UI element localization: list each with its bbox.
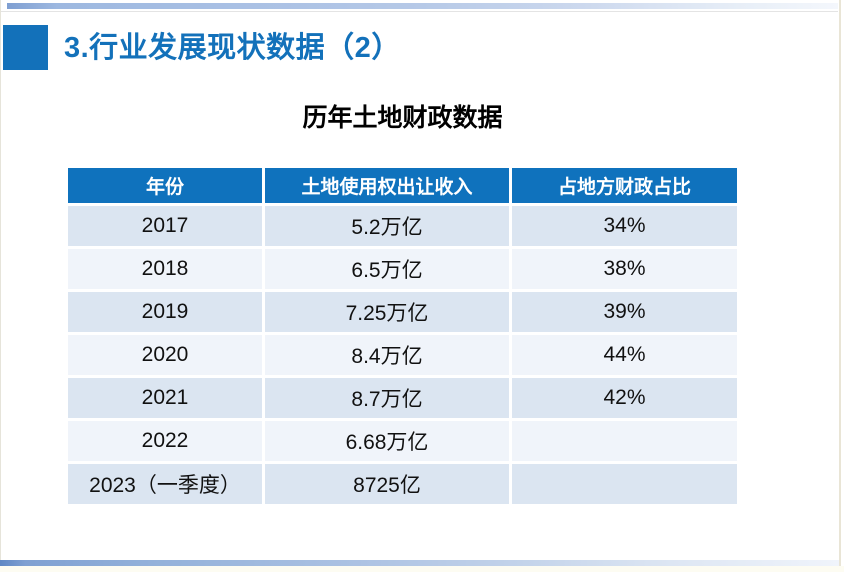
cell-year: 2018 (68, 249, 262, 289)
slide-left-edge (0, 0, 1, 572)
table-header-row: 年份 土地使用权出让收入 占地方财政占比 (68, 168, 737, 203)
table-title: 历年土地财政数据 (302, 104, 503, 132)
table-row: 2020 8.4万亿 44% (68, 335, 737, 375)
cell-ratio (512, 464, 737, 504)
bottom-decoration-bar (0, 560, 839, 566)
cell-year: 2022 (68, 421, 262, 461)
cell-ratio: 42% (512, 378, 737, 418)
cell-year: 2023（一季度） (68, 464, 262, 504)
page-title: 3.行业发展现状数据（2） (64, 32, 401, 64)
cell-ratio: 39% (512, 292, 737, 332)
cell-revenue: 6.68万亿 (265, 421, 509, 461)
slide-right-edge (839, 0, 841, 572)
cell-revenue: 8.4万亿 (265, 335, 509, 375)
cell-ratio: 38% (512, 249, 737, 289)
table-row: 2017 5.2万亿 34% (68, 206, 737, 246)
cell-year: 2020 (68, 335, 262, 375)
col-header-year: 年份 (68, 168, 262, 203)
table-row: 2019 7.25万亿 39% (68, 292, 737, 332)
cell-year: 2021 (68, 378, 262, 418)
bottom-margin-strip (0, 566, 844, 572)
col-header-revenue: 土地使用权出让收入 (265, 168, 509, 203)
cell-revenue: 6.5万亿 (265, 249, 509, 289)
cell-year: 2017 (68, 206, 262, 246)
cell-revenue: 8.7万亿 (265, 378, 509, 418)
cell-year: 2019 (68, 292, 262, 332)
col-header-ratio: 占地方财政占比 (512, 168, 737, 203)
table-row: 2018 6.5万亿 38% (68, 249, 737, 289)
table-row: 2021 8.7万亿 42% (68, 378, 737, 418)
cell-revenue: 5.2万亿 (265, 206, 509, 246)
cell-ratio: 34% (512, 206, 737, 246)
top-divider-line (0, 11, 838, 12)
cell-ratio (512, 421, 737, 461)
title-accent-square (3, 25, 48, 70)
cell-revenue: 7.25万亿 (265, 292, 509, 332)
cell-revenue: 8725亿 (265, 464, 509, 504)
table-row: 2023（一季度） 8725亿 (68, 464, 737, 504)
top-decoration-bar (7, 3, 838, 9)
cell-ratio: 44% (512, 335, 737, 375)
table-row: 2022 6.68万亿 (68, 421, 737, 461)
land-finance-table: 年份 土地使用权出让收入 占地方财政占比 2017 5.2万亿 34% 2018… (65, 165, 740, 507)
